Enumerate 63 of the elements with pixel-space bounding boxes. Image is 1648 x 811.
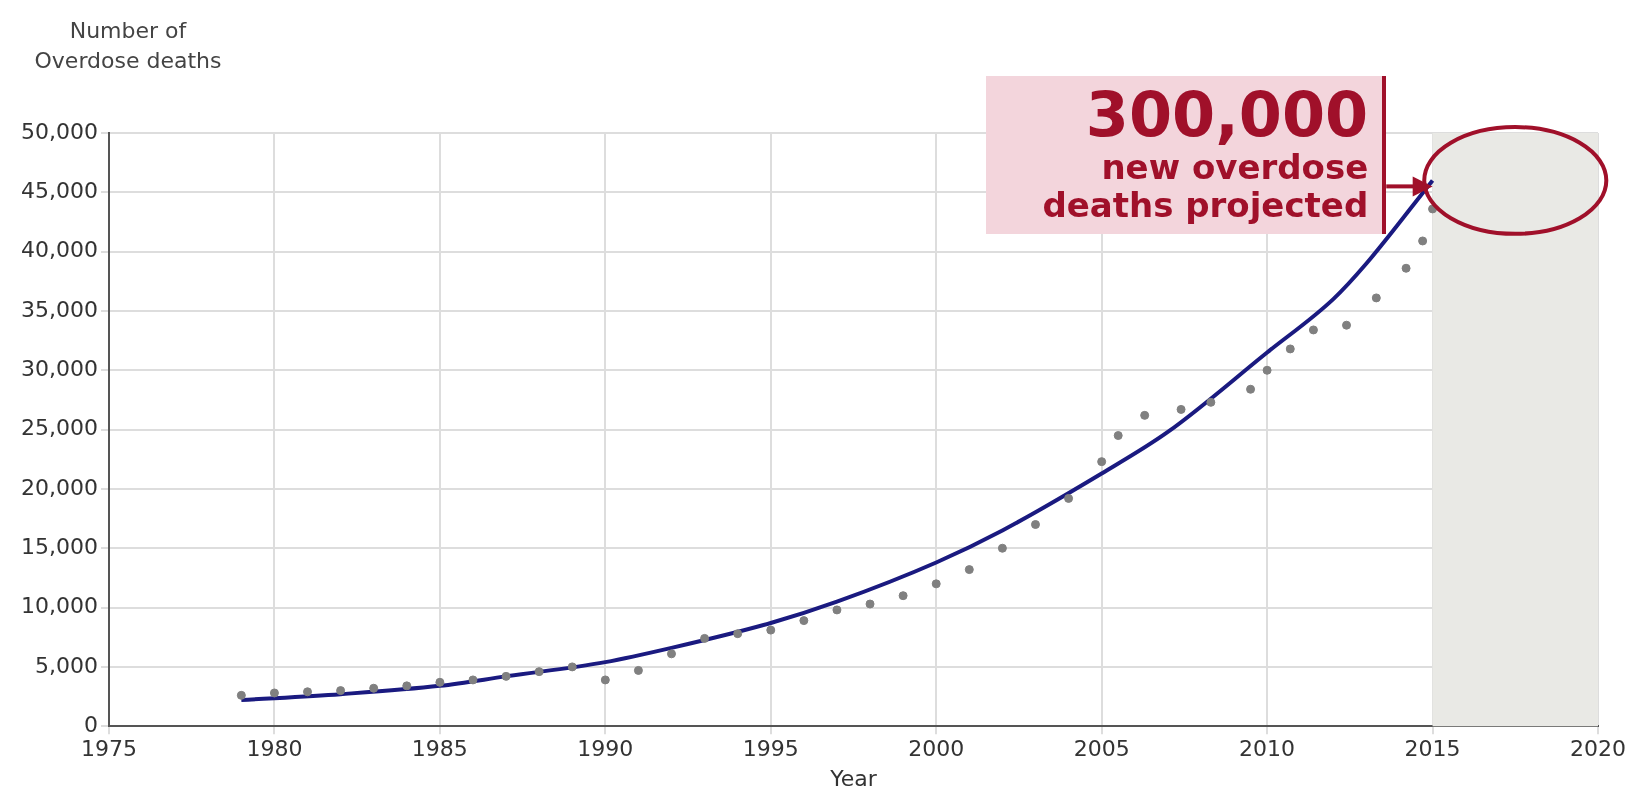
- point: [269, 688, 279, 698]
- y-tick-label: 0: [83, 711, 98, 737]
- y-tick-label: 25,000: [20, 415, 98, 441]
- y-axis-title: Number of Overdose deaths: [33, 17, 223, 75]
- point: [236, 690, 246, 700]
- point: [1285, 344, 1295, 354]
- point: [1246, 384, 1256, 394]
- point: [501, 671, 511, 681]
- point: [1030, 520, 1040, 530]
- y-tick-label: 5,000: [34, 652, 98, 678]
- point: [1371, 293, 1381, 303]
- x-tick-label: 2000: [908, 736, 965, 762]
- point: [766, 625, 776, 635]
- x-tick-label: 2020: [1570, 736, 1626, 762]
- point: [567, 662, 577, 672]
- x-tick-label: 2015: [1404, 736, 1461, 762]
- x-tick-label: 1980: [246, 736, 303, 762]
- point: [1097, 457, 1107, 467]
- x-tick-label: 1985: [411, 736, 468, 762]
- y-tick-label: 30,000: [20, 356, 98, 381]
- x-tick-label: 1990: [577, 736, 634, 762]
- point: [1342, 320, 1352, 330]
- point: [865, 599, 875, 609]
- point: [1206, 397, 1216, 407]
- point: [1418, 236, 1428, 246]
- point: [1140, 410, 1150, 420]
- point: [1064, 493, 1074, 503]
- point: [832, 605, 842, 615]
- point: [997, 543, 1007, 553]
- point: [1176, 404, 1186, 414]
- y-tick-label: 10,000: [20, 593, 98, 619]
- point: [1308, 325, 1318, 335]
- y-tick-label: 35,000: [20, 296, 98, 322]
- y-tick-label: 50,000: [20, 118, 98, 144]
- x-tick-label: 1995: [742, 736, 799, 762]
- point: [336, 686, 346, 696]
- point: [733, 629, 743, 639]
- x-tick-label: 2010: [1239, 736, 1296, 762]
- point: [700, 633, 710, 643]
- x-tick-label: 1975: [80, 736, 137, 762]
- y-tick-label: 20,000: [20, 474, 98, 500]
- y-tick-label: 40,000: [20, 237, 98, 263]
- point: [667, 649, 676, 659]
- point: [898, 591, 908, 601]
- point: [1113, 431, 1123, 441]
- point: [964, 565, 974, 575]
- point: [468, 675, 478, 685]
- point: [600, 675, 610, 685]
- point: [633, 665, 643, 675]
- y-tick-label: 15,000: [20, 533, 98, 559]
- annotation: 300,000 new overdose deaths projected: [1041, 77, 1369, 225]
- point: [369, 683, 379, 693]
- point: [435, 677, 445, 687]
- point: [931, 579, 941, 589]
- x-axis-title: Year: [829, 765, 878, 791]
- point: [402, 681, 412, 691]
- x-tick-label: 2005: [1073, 736, 1130, 762]
- point: [1262, 365, 1272, 375]
- point: [303, 687, 313, 697]
- y-tick-label: 45,000: [20, 178, 98, 204]
- point: [1401, 263, 1411, 273]
- point: [799, 616, 809, 626]
- point: [534, 667, 544, 677]
